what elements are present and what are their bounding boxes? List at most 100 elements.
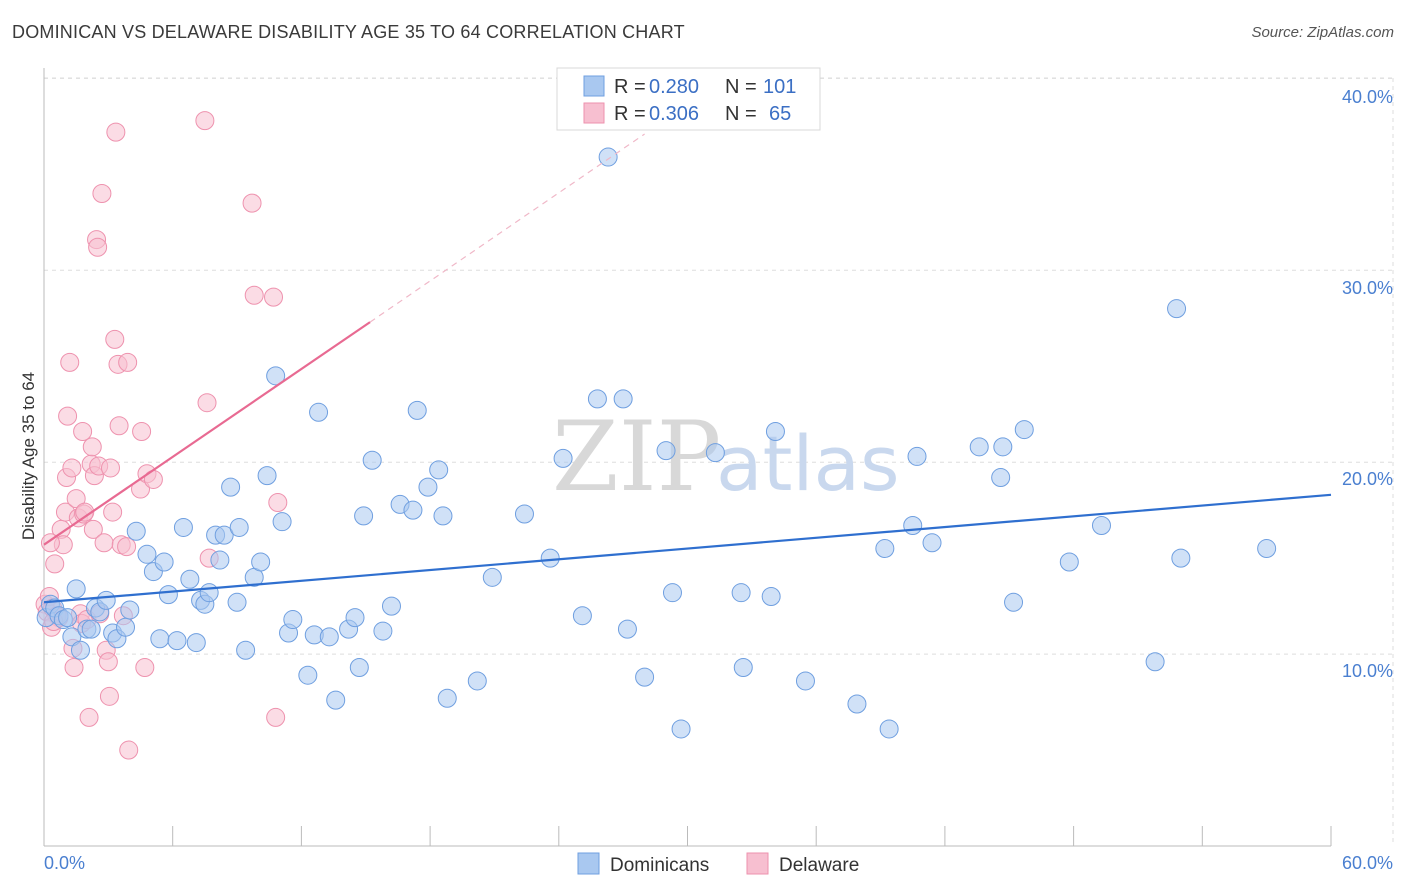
- dominicans-point-47: [309, 402, 329, 422]
- dominicans-point-92: [993, 437, 1013, 457]
- dominicans-point-78: [705, 443, 725, 463]
- delaware-point-33: [92, 184, 112, 204]
- delaware-point-12: [60, 352, 80, 372]
- bottom-legend-delaware: Delaware: [779, 855, 859, 876]
- stats-legend: R = 0.280 N = 101 R = 0.306 N = 65: [556, 67, 821, 131]
- dominicans-point-84: [847, 694, 867, 714]
- dominicans-point-24: [167, 631, 187, 651]
- dominicans-point-79: [731, 583, 751, 603]
- y-tick-labels: 40.0% 30.0% 20.0% 10.0%: [1342, 87, 1393, 681]
- dominicans-point-66: [514, 504, 534, 524]
- watermark: ZIP atlas: [552, 401, 900, 513]
- dominicans-point-48: [319, 627, 339, 647]
- dominicans-point-37: [236, 640, 256, 660]
- dominicans-point-88: [907, 446, 927, 466]
- delaware-point-27: [83, 519, 103, 539]
- delaware-trend-extension: [369, 133, 645, 323]
- watermark-zip: ZIP: [552, 401, 721, 513]
- dominicans-point-65: [482, 567, 502, 587]
- delaware-trend-line: [43, 321, 371, 546]
- watermark-atlas: atlas: [716, 419, 900, 508]
- dominicans-point-33: [214, 525, 234, 545]
- delaware-point-60: [268, 492, 288, 512]
- delaware-point-59: [264, 287, 284, 307]
- delaware-point-30: [88, 237, 108, 257]
- dominicans-point-42: [272, 512, 292, 532]
- dominicans-point-91: [991, 468, 1011, 488]
- bottom-legend-swatch-delaware: [746, 852, 769, 875]
- dominicans-point-82: [765, 421, 785, 441]
- dominicans-point-58: [403, 500, 423, 520]
- x-tick-label-max: 60.0%: [1342, 853, 1393, 873]
- dominicans-point-56: [381, 596, 401, 616]
- dominicans-point-64: [467, 671, 487, 691]
- dominicans-point-36: [229, 517, 249, 537]
- dominicans-point-99: [1171, 548, 1191, 568]
- dominicans-point-83: [795, 671, 815, 691]
- dominicans-point-87: [903, 516, 923, 536]
- dominicans-point-45: [298, 665, 318, 685]
- dominicans-point-76: [662, 583, 682, 603]
- delaware-point-11: [58, 406, 78, 426]
- dominicans-point-98: [1167, 299, 1187, 319]
- delaware-point-50: [132, 421, 152, 441]
- delaware-point-40: [105, 329, 125, 349]
- dominicans-point-68: [553, 448, 573, 468]
- dominicans-point-90: [969, 437, 989, 457]
- dominicans-point-6: [62, 627, 82, 647]
- dominicans-point-49: [326, 690, 346, 710]
- dominicans-point-74: [635, 667, 655, 687]
- dominicans-point-71: [617, 619, 637, 639]
- dominicans-point-13: [96, 590, 116, 610]
- dominicans-point-94: [1014, 420, 1034, 440]
- dominicans-point-53: [354, 506, 374, 526]
- dominicans-point-5: [58, 608, 78, 628]
- delaware-point-16: [66, 489, 86, 509]
- delaware-point-47: [118, 352, 138, 372]
- delaware-point-15: [64, 658, 84, 678]
- legend-n-label-dominicans: N =: [725, 76, 757, 98]
- delaware-point-34: [94, 533, 114, 553]
- dominicans-point-95: [1059, 552, 1079, 572]
- delaware-point-55: [197, 393, 217, 413]
- dominicans-point-54: [362, 450, 382, 470]
- dominicans-point-34: [221, 477, 241, 497]
- dominicans-point-93: [1004, 592, 1024, 612]
- legend-r-value-dominicans: 0.280: [649, 76, 699, 98]
- dominicans-point-70: [587, 389, 607, 409]
- legend-n-label-delaware: N =: [725, 103, 757, 125]
- delaware-point-51: [135, 658, 155, 678]
- delaware-point-38: [100, 458, 120, 478]
- dominicans-point-30: [199, 583, 219, 603]
- y-axis-label: Disability Age 35 to 64: [19, 372, 38, 540]
- dominicans-point-69: [572, 606, 592, 626]
- dominicans-point-18: [126, 521, 146, 541]
- x-axis-ticks: [43, 826, 1332, 846]
- dominicans-point-8: [70, 640, 90, 660]
- delaware-point-4: [45, 554, 65, 574]
- delaware-point-46: [117, 537, 137, 557]
- dominicans-point-72: [598, 147, 618, 167]
- x-tick-label-min: 0.0%: [44, 853, 85, 873]
- delaware-point-20: [73, 421, 93, 441]
- dominicans-point-97: [1145, 652, 1165, 672]
- dominicans-point-81: [761, 587, 781, 607]
- dominicans-point-96: [1091, 516, 1111, 536]
- dominicans-point-41: [266, 366, 286, 386]
- dominicans-point-23: [158, 585, 178, 605]
- dominicans-point-40: [257, 466, 277, 486]
- legend-r-label-delaware: R =: [614, 103, 646, 125]
- dominicans-point-86: [879, 719, 899, 739]
- delaware-point-54: [195, 111, 215, 131]
- series-legend: Dominicans Delaware: [577, 852, 859, 876]
- delaware-point-26: [82, 437, 102, 457]
- dominicans-point-62: [437, 688, 457, 708]
- dominicans-point-51: [345, 608, 365, 628]
- dominicans-point-21: [150, 629, 170, 649]
- dominicans-point-10: [81, 619, 101, 639]
- series-delaware-points: [35, 111, 288, 760]
- delaware-point-43: [109, 416, 129, 436]
- y-tick-label-20: 20.0%: [1342, 469, 1393, 489]
- legend-r-value-delaware: 0.306: [649, 103, 699, 125]
- dominicans-point-61: [429, 460, 449, 480]
